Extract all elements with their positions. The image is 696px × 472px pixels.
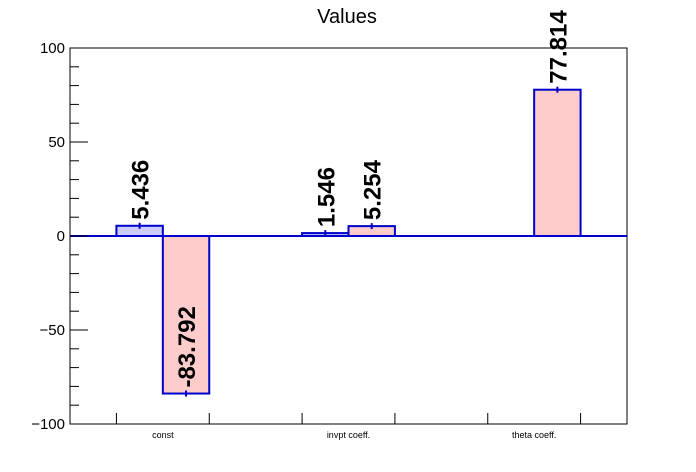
data-label: 5.436 bbox=[128, 160, 155, 220]
x-axis: const invpt coeff. theta coeff. bbox=[115, 413, 582, 440]
data-label: 77.814 bbox=[545, 10, 572, 84]
bar-const-2 bbox=[161, 235, 211, 395]
x-category-label: const bbox=[152, 430, 174, 440]
data-label: 5.254 bbox=[360, 159, 387, 220]
y-tick-label: 0 bbox=[57, 228, 65, 245]
y-tick-label: −100 bbox=[31, 416, 65, 433]
y-tick-label: 100 bbox=[40, 40, 65, 57]
bar-theta-coeff--2 bbox=[533, 88, 582, 237]
data-label: 1.546 bbox=[313, 167, 340, 227]
data-label: -83.792 bbox=[174, 306, 201, 387]
y-axis: −100 −50 0 50 100 bbox=[31, 40, 88, 433]
x-category-label: theta coeff. bbox=[512, 430, 556, 440]
bars-layer bbox=[115, 86, 582, 397]
y-tick-label: −50 bbox=[40, 322, 65, 339]
data-labels-layer: 5.436 1.546 -83.792 5.254 77.814 bbox=[128, 10, 573, 388]
x-category-label: invpt coeff. bbox=[327, 430, 370, 440]
y-tick-label: 50 bbox=[48, 134, 65, 151]
chart-title: Values bbox=[317, 6, 377, 28]
